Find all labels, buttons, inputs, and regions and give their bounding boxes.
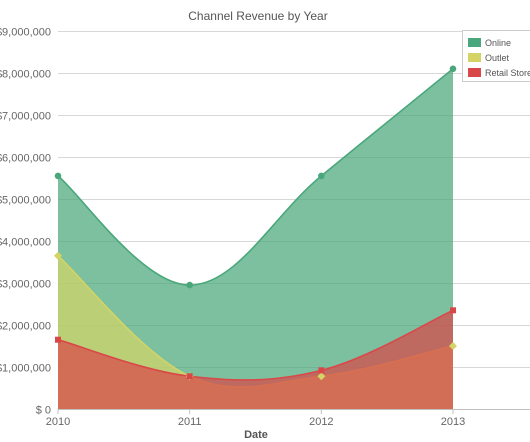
data-point [450,307,456,314]
legend-swatch[interactable] [468,68,481,77]
y-tick-label: $6,000,000 [0,153,51,165]
x-tick-label: 2012 [309,416,333,428]
legend-swatch[interactable] [468,53,481,62]
x-tick-label: 2013 [441,416,465,428]
data-point [449,342,457,350]
data-point [186,373,193,380]
x-tick-label: 2011 [178,416,202,428]
data-point [449,65,457,73]
y-tick-label: $2,000,000 [0,321,51,333]
x-axis-title: Date [244,429,268,441]
y-tick-label: $1,000,000 [0,363,51,375]
y-tick-label: $3,000,000 [0,279,51,291]
data-point [318,367,325,374]
series-markers [54,65,457,381]
data-point [55,336,61,343]
y-tick-label: $9,000,000 [0,27,51,39]
y-axis-tick-labels: $ 0 $1,000,000 $2,000,000 $3,000,000 $4,000,… [0,27,51,417]
y-tick-label: $8,000,000 [0,69,51,81]
legend-swatch[interactable] [468,38,481,47]
data-point [186,281,193,289]
legend-label[interactable]: Outlet [485,53,510,63]
legend-label[interactable]: Retail Stores [485,68,530,78]
legend-label[interactable]: Online [485,38,511,48]
y-tick-label: $7,000,000 [0,111,51,123]
data-point [317,372,326,381]
series-area-online [58,68,453,410]
x-axis-tick-labels: 2010 2011 2012 2013 [46,409,465,428]
series-line-online [57,68,454,286]
series-line-retail-stores [57,309,454,381]
data-point [54,172,62,180]
data-point [318,172,325,180]
legend[interactable]: Online Outlet Retail Stores [462,30,530,82]
y-tick-label: $4,000,000 [0,237,51,249]
y-tick-label: $5,000,000 [0,195,51,207]
chart-title: Channel Revenue by Year [188,9,327,23]
y-tick-label: $ 0 [36,405,51,417]
series-area-retail-stores [58,310,453,409]
series-areas [57,68,454,410]
x-tick-label: 2010 [46,416,70,428]
data-point [54,251,62,260]
